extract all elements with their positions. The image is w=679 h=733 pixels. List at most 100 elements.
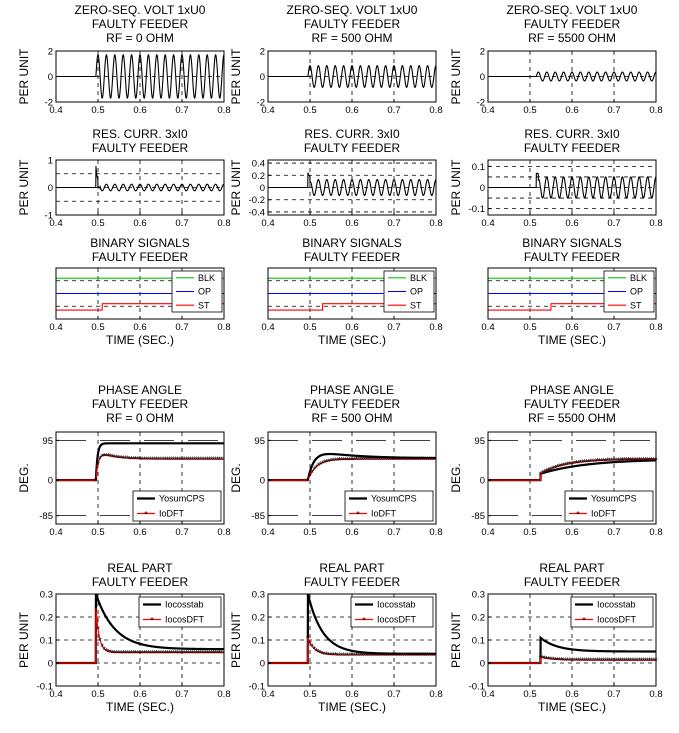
y-axis-label: PER UNIT: [449, 159, 463, 216]
x-tick-label: 0.7: [387, 105, 400, 116]
y-tick-label: 95: [254, 436, 265, 447]
series-line-residual-current: [268, 173, 436, 196]
legend-label: Iocosstab: [377, 600, 416, 610]
chart-res-0: RES. CURR. 3xI0FAULTY FEEDER0.4 0.5 0.6 0.7…: [17, 127, 231, 229]
y-tick-label: 0: [480, 72, 485, 83]
x-tick-label: 0.6: [133, 689, 146, 700]
chart-title: ZERO-SEQ. VOLT 1xU0: [287, 3, 418, 17]
x-tick-label: 0.8: [429, 322, 442, 333]
y-tick-label: 0: [48, 659, 53, 670]
chart-title: ZERO-SEQ. VOLT 1xU0: [507, 3, 638, 17]
y-tick-label: 1: [48, 156, 53, 167]
x-tick-label: 0.8: [649, 527, 662, 538]
x-tick-label: 0.5: [303, 218, 316, 229]
legend: Iocosstab * IocosDFT: [139, 597, 221, 627]
chart-title: FAULTY FEEDER: [524, 250, 621, 264]
x-tick-label: 0.8: [649, 689, 662, 700]
legend: BLK OP ST: [604, 271, 654, 312]
chart-real-5500: REAL PARTFAULTY FEEDER******************…: [449, 561, 663, 714]
x-tick-label: 0.8: [217, 218, 230, 229]
x-tick-label: 0.6: [133, 527, 146, 538]
legend: BLK OP ST: [172, 271, 222, 312]
legend-label: IocosDFT: [165, 615, 205, 625]
chart-zsv-500: ZERO-SEQ. VOLT 1xU0FAULTY FEEDERRF = 500…: [229, 3, 443, 116]
x-tick-label: 0.7: [175, 527, 188, 538]
x-tick-label: 0.7: [607, 527, 620, 538]
legend-marker: *: [362, 616, 366, 626]
chart-title: FAULTY FEEDER: [92, 397, 189, 411]
x-tick-label: 0.7: [175, 105, 188, 116]
chart-title: RES. CURR. 3xI0: [92, 127, 188, 141]
x-tick-label: 0.4: [261, 527, 274, 538]
legend: YosumCPS* IoDFT: [345, 491, 433, 521]
chart-title: REAL PART: [107, 561, 173, 575]
y-tick-label: 0.3: [472, 590, 485, 601]
x-tick-label: 0.7: [607, 218, 620, 229]
chart-title: PHASE ANGLE: [98, 383, 182, 397]
x-tick-label: 0.7: [387, 527, 400, 538]
data-point: *: [94, 476, 98, 486]
x-tick-label: 0.7: [387, 322, 400, 333]
legend-marker: *: [582, 616, 586, 626]
legend-label: IocosDFT: [377, 615, 417, 625]
chart-title: FAULTY FEEDER: [524, 397, 621, 411]
chart-title: RF = 5500 OHM: [528, 411, 616, 425]
chart-title: FAULTY FEEDER: [524, 575, 621, 589]
y-axis-label: PER UNIT: [229, 48, 243, 105]
x-tick-label: 0.6: [565, 689, 578, 700]
legend-label: Iocosstab: [597, 600, 636, 610]
x-tick-label: 0.4: [481, 322, 494, 333]
y-tick-label: 2: [480, 47, 485, 58]
y-tick-label: 0: [480, 659, 485, 670]
x-tick-label: 0.5: [303, 527, 316, 538]
y-tick-label: 0.4: [252, 159, 265, 170]
x-tick-label: 0.5: [303, 105, 316, 116]
x-tick-label: 0.6: [345, 105, 358, 116]
chart-title: PHASE ANGLE: [310, 383, 394, 397]
chart-zsv-0: ZERO-SEQ. VOLT 1xU0FAULTY FEEDERRF = 0 O…: [17, 3, 231, 116]
y-tick-label: -85: [471, 511, 485, 522]
x-tick-label: 0.4: [481, 218, 494, 229]
legend-label: ST: [410, 300, 422, 310]
x-axis-label: TIME (SEC.): [538, 700, 606, 714]
chart-bin-500: BINARY SIGNALSFAULTY FEEDER0.4 0.5 0.6 0.7 0…: [261, 236, 442, 347]
chart-res-5500: RES. CURR. 3xI0FAULTY FEEDER0.4 0.5 0.6 0.7…: [449, 127, 663, 229]
data-point: *: [94, 604, 98, 614]
chart-title: RF = 0 OHM: [106, 411, 174, 425]
chart-bin-0: BINARY SIGNALSFAULTY FEEDER0.4 0.5 0.6 0.7 0…: [49, 236, 230, 347]
y-tick-label: -2: [477, 98, 485, 109]
legend: YosumCPS* IoDFT: [565, 491, 653, 521]
x-tick-label: 0.7: [175, 322, 188, 333]
y-tick-label: 95: [42, 436, 53, 447]
chart-title: FAULTY FEEDER: [304, 397, 401, 411]
y-tick-label: 0: [260, 183, 265, 194]
chart-title: FAULTY FEEDER: [92, 575, 189, 589]
chart-bin-5500: BINARY SIGNALSFAULTY FEEDER0.4 0.5 0.6 0.7 0…: [481, 236, 662, 347]
y-tick-label: -0.1: [37, 682, 53, 693]
chart-ang-0: PHASE ANGLEFAULTY FEEDERRF = 0 OHM******…: [17, 383, 231, 538]
x-tick-label: 0.7: [175, 218, 188, 229]
y-tick-label: -85: [39, 511, 53, 522]
legend-marker: *: [576, 510, 580, 520]
x-tick-label: 0.6: [345, 689, 358, 700]
legend-marker: *: [144, 510, 148, 520]
x-tick-label: 0.5: [523, 689, 536, 700]
y-tick-label: 0: [260, 659, 265, 670]
x-tick-label: 0.8: [429, 689, 442, 700]
y-tick-label: 0: [48, 476, 53, 487]
x-tick-label: 0.5: [91, 527, 104, 538]
y-tick-label: -0.1: [469, 682, 485, 693]
y-axis-label: PER UNIT: [229, 159, 243, 216]
y-tick-label: -0.4: [249, 207, 265, 218]
legend-label: OP: [630, 287, 643, 297]
legend-label: IocosDFT: [597, 615, 637, 625]
chart-real-500: REAL PARTFAULTY FEEDER******************…: [229, 561, 443, 714]
data-point: *: [96, 625, 100, 635]
legend: Iocosstab * IocosDFT: [571, 597, 653, 627]
x-tick-label: 0.6: [345, 322, 358, 333]
x-tick-label: 0.6: [345, 527, 358, 538]
y-tick-label: 0: [480, 476, 485, 487]
x-tick-label: 0.7: [387, 689, 400, 700]
y-tick-label: 0.1: [472, 636, 485, 647]
legend-label: OP: [198, 287, 211, 297]
